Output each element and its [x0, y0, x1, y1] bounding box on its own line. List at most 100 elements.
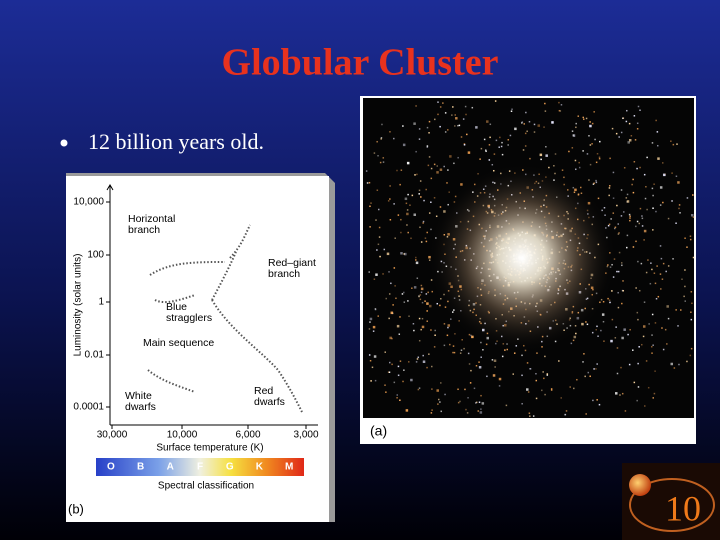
star — [675, 175, 678, 178]
star — [618, 251, 621, 254]
star — [651, 142, 654, 144]
star — [403, 301, 406, 303]
star — [626, 234, 629, 237]
star — [402, 143, 406, 147]
star — [407, 361, 410, 363]
star — [628, 363, 631, 366]
star — [596, 325, 598, 328]
axis-arrow — [106, 184, 114, 191]
star — [684, 269, 686, 271]
spectral-class: A — [167, 462, 174, 473]
star — [400, 169, 403, 171]
star — [662, 173, 666, 177]
star — [587, 371, 590, 374]
star — [653, 272, 656, 274]
star — [599, 140, 601, 143]
star — [541, 389, 543, 392]
star — [583, 353, 585, 355]
star — [425, 293, 428, 295]
star — [373, 278, 376, 280]
star — [678, 207, 680, 210]
star — [439, 168, 443, 171]
star — [431, 365, 433, 368]
star — [632, 246, 635, 248]
star — [527, 391, 530, 393]
star — [470, 369, 472, 372]
star — [371, 366, 374, 369]
star — [436, 165, 439, 167]
star — [524, 145, 527, 147]
star — [561, 169, 564, 171]
star — [434, 329, 436, 332]
star — [627, 141, 630, 144]
star — [675, 309, 677, 311]
star — [621, 392, 624, 395]
star — [428, 212, 431, 214]
star — [463, 347, 465, 350]
star — [457, 124, 459, 127]
star — [380, 137, 383, 139]
star — [396, 169, 398, 172]
star — [634, 139, 637, 141]
star — [616, 347, 619, 349]
star — [418, 128, 421, 130]
star — [475, 402, 477, 404]
star — [560, 104, 563, 106]
star — [615, 326, 617, 328]
star — [453, 351, 456, 354]
star — [574, 159, 577, 162]
star — [629, 217, 631, 219]
star — [676, 143, 678, 145]
star — [533, 131, 536, 133]
star — [467, 151, 471, 154]
star — [475, 364, 478, 367]
star — [625, 120, 628, 123]
star — [381, 123, 383, 126]
star — [421, 317, 424, 320]
star — [656, 144, 659, 147]
star — [463, 144, 466, 146]
star — [610, 339, 613, 343]
star — [415, 105, 417, 107]
star — [651, 352, 653, 354]
star — [622, 290, 625, 292]
star — [478, 365, 482, 369]
star — [420, 328, 422, 331]
annotation: Blue — [166, 301, 187, 313]
star — [611, 290, 613, 292]
star — [415, 150, 417, 153]
star — [365, 170, 368, 172]
star — [686, 246, 688, 248]
star — [661, 278, 664, 280]
star — [376, 249, 378, 251]
star — [444, 112, 447, 114]
star — [691, 302, 693, 305]
star — [576, 378, 578, 381]
star — [425, 188, 427, 191]
star — [393, 137, 395, 140]
star — [444, 393, 446, 396]
star — [415, 256, 417, 259]
star — [422, 222, 424, 224]
star — [396, 397, 398, 399]
star — [512, 373, 515, 375]
badge-orbit — [629, 478, 715, 532]
star — [419, 298, 422, 301]
star — [637, 105, 640, 108]
star — [651, 345, 653, 348]
star — [446, 182, 448, 184]
star — [611, 318, 614, 321]
star — [622, 280, 624, 282]
star — [389, 361, 391, 364]
star — [603, 207, 606, 209]
star — [544, 102, 546, 105]
star — [594, 138, 596, 141]
star — [426, 126, 429, 129]
star — [387, 200, 390, 202]
star — [420, 241, 423, 243]
star — [603, 340, 605, 342]
star — [559, 110, 562, 112]
star — [602, 320, 605, 323]
star — [453, 162, 455, 165]
star — [392, 304, 394, 306]
